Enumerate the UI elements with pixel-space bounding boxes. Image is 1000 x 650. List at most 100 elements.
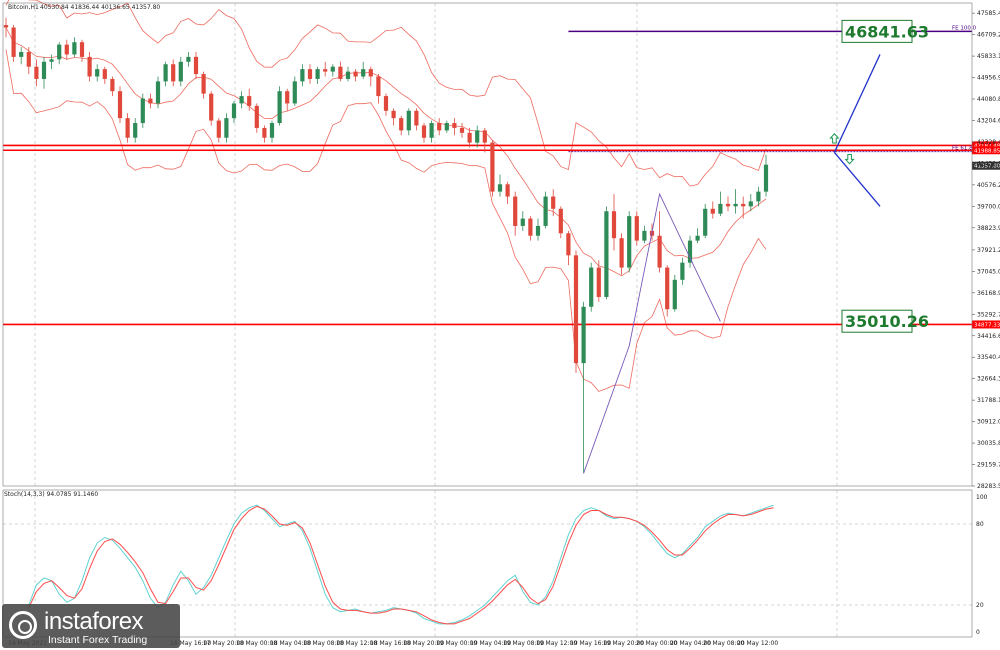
candle-body (201, 74, 206, 94)
price-callout-box (841, 19, 913, 43)
candle-body (285, 91, 290, 104)
candle-body (262, 127, 267, 138)
stoch-panel-frame (2, 489, 973, 638)
price-tick-label: 35292.75 (977, 311, 1000, 318)
candle-body (79, 42, 85, 57)
candle-body (642, 230, 647, 241)
projection-down-line (833, 152, 881, 207)
price-tick-label: 37045.05 (977, 268, 1000, 275)
arrow-down-icon (844, 154, 855, 165)
abcd-pattern-line (583, 192, 721, 474)
candlestick-series (3, 17, 769, 474)
candle-body (368, 69, 373, 77)
current-price-tag-text: 41357.80 (974, 164, 1000, 170)
envelope-bands (5, 0, 767, 392)
lower-band-line (5, 49, 767, 392)
candle-body (19, 51, 24, 57)
candle-body (34, 66, 39, 79)
candle-body (26, 51, 31, 67)
candle-body (513, 196, 518, 226)
candle-body (733, 203, 738, 207)
candle-body (475, 130, 480, 143)
candle-body (452, 123, 457, 128)
price-tick-label: 42328.45 (977, 139, 1000, 146)
candle-body (178, 61, 183, 82)
fib-level-label: FE 100.0 (952, 25, 977, 31)
candle-body (300, 69, 305, 82)
stochastic-panel (3, 504, 972, 625)
time-tick-label: 20 May 12:00 (737, 640, 778, 647)
candle-body (634, 216, 639, 241)
price-tick-label: 30035.85 (977, 440, 1000, 447)
candle-body (148, 98, 153, 104)
brand-tagline: Instant Forex Trading (48, 634, 148, 646)
fib-level-label: FE 61.8 (952, 146, 973, 152)
candle-body (323, 69, 328, 72)
candle-body (171, 64, 176, 82)
candle-body (414, 110, 419, 126)
candle-body (611, 211, 617, 239)
candle-body (497, 184, 503, 192)
price-tick-label: 46709.25 (977, 32, 1000, 39)
candle-body (490, 142, 495, 192)
price-tick-label: 38823.90 (977, 225, 1000, 232)
time-tick-label: 18 May 16:00 (370, 640, 411, 647)
price-tick-label: 33540.45 (977, 354, 1000, 361)
key-level-tag (972, 320, 1000, 329)
candle-body (376, 76, 381, 97)
price-tick-label: 28283.55 (977, 483, 1000, 490)
candle-body (551, 196, 556, 209)
time-tick-label: 18 May 08:00 (303, 640, 344, 647)
candle-body (49, 59, 54, 62)
time-tick-label: 20 May 04:00 (670, 640, 711, 647)
candle-body (133, 123, 138, 138)
candle-body (399, 118, 404, 131)
candle-body (437, 123, 442, 131)
price-callout-text: 35010.26 (845, 312, 929, 331)
time-tick-label: 17 May 20:00 (203, 640, 244, 647)
upper-band-line (5, 0, 767, 187)
candle-body (535, 225, 541, 236)
candle-body (573, 255, 579, 364)
candle-body (619, 238, 624, 268)
price-tick-label: 47585.45 (977, 10, 1000, 17)
candle-body (269, 123, 275, 138)
candle-body (110, 78, 115, 92)
price-tick-label: 44956.95 (977, 75, 1000, 82)
price-tick-label: 39700.05 (977, 203, 1000, 210)
key-level-tag (972, 141, 1000, 150)
candle-body (627, 216, 632, 268)
price-tick-label: 30912.00 (977, 419, 1000, 426)
stoch-tick-label: 20 (976, 602, 984, 609)
price-tick-label: 41452.30 (977, 160, 1000, 167)
candle-body (87, 56, 92, 77)
candle-body (581, 306, 586, 364)
candle-body (657, 235, 662, 268)
price-tick-label: 44080.80 (977, 96, 1000, 103)
projection-up-line (833, 54, 881, 153)
candle-body (41, 61, 47, 79)
candle-body (748, 201, 753, 207)
price-tick-label: 37921.20 (977, 247, 1000, 254)
candle-body (239, 96, 244, 104)
candle-body (391, 110, 396, 119)
time-tick-label: 18 May 00:00 (236, 640, 277, 647)
candle-body (102, 69, 107, 79)
candle-body (725, 203, 731, 207)
candle-body (307, 69, 313, 79)
candle-body (125, 118, 130, 138)
brand-name: instaforex (44, 608, 144, 635)
candle-body (64, 44, 69, 55)
candle-body (741, 203, 746, 207)
candle-body (383, 96, 389, 111)
key-level-tag (972, 146, 1000, 155)
middle-band-line (5, 27, 767, 277)
candle-body (543, 196, 548, 226)
candle-body (756, 191, 761, 202)
grid (34, 3, 838, 637)
time-tick-label: 19 May 08:00 (503, 640, 544, 647)
candle-body (361, 69, 366, 77)
candle-body (703, 208, 708, 236)
